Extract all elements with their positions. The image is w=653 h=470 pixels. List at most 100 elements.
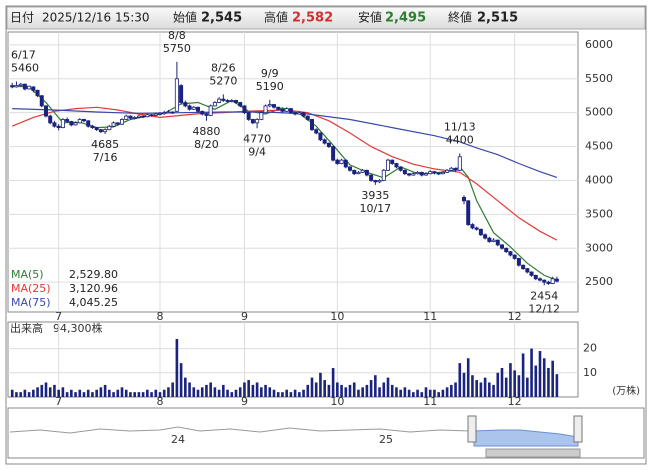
- candle-body: [267, 104, 272, 107]
- candle-body: [326, 142, 331, 147]
- volume-bar: [48, 387, 52, 397]
- annotation-value: 3935: [361, 189, 389, 202]
- volume-bar: [433, 389, 436, 397]
- open-label: 始値: [173, 10, 197, 25]
- y-tick-label: 4500: [585, 140, 613, 153]
- candle-body: [111, 122, 116, 127]
- x-tick-label: 11: [423, 395, 437, 408]
- candle-body: [56, 125, 61, 128]
- candle-body: [449, 167, 454, 171]
- candle-body: [508, 251, 513, 256]
- volume-bar: [500, 367, 504, 397]
- candle-body: [533, 274, 538, 280]
- y-tick-label: 3500: [585, 207, 613, 220]
- volume-bar: [488, 382, 491, 397]
- navigator-handle[interactable]: [573, 415, 583, 443]
- candle-body: [288, 108, 293, 114]
- annotation-value: 5270: [209, 74, 237, 87]
- candle-body: [31, 86, 36, 91]
- candle-body: [166, 111, 171, 114]
- volume-bar: [386, 377, 390, 397]
- candle-body: [461, 197, 466, 202]
- candle-body: [103, 129, 108, 133]
- volume-bar: [504, 377, 508, 397]
- candle-body: [162, 112, 167, 115]
- candle-body: [195, 106, 200, 112]
- volume-bar: [547, 367, 550, 397]
- candle-body: [487, 237, 492, 242]
- volume-bar: [32, 389, 35, 397]
- y-tick-label: 3000: [585, 241, 613, 254]
- candle-body: [419, 171, 424, 176]
- annotation-value: 5460: [11, 61, 39, 74]
- candle-body: [436, 172, 441, 175]
- datetime: 2025/12/16 15:30: [42, 11, 150, 25]
- candle-body: [453, 167, 458, 171]
- annotation-value: 4400: [446, 133, 474, 146]
- candle-body: [115, 122, 120, 125]
- x-tick-label: 9: [241, 310, 248, 323]
- volume-bar: [521, 353, 525, 397]
- y-tick-label: 2500: [585, 275, 613, 288]
- volume-bar: [179, 363, 183, 397]
- volume-bar: [361, 387, 364, 397]
- annotation-date: 8/20: [194, 138, 219, 151]
- navigator-window: [473, 429, 579, 447]
- volume-bar: [276, 392, 280, 397]
- date-label: 日付: [10, 11, 34, 25]
- candle-body: [478, 228, 483, 236]
- candle-body: [212, 102, 217, 107]
- volume-last: 94,300株: [53, 321, 103, 335]
- volume-bar: [462, 372, 466, 397]
- navigator-handle[interactable]: [467, 415, 477, 443]
- volume-bar: [424, 387, 428, 397]
- volume-bar: [15, 392, 18, 397]
- volume-bar: [53, 384, 56, 397]
- volume-bar: [327, 384, 331, 397]
- legend-value: 3,120.96: [69, 282, 118, 295]
- volume-bar: [281, 392, 284, 397]
- volume-bar: [65, 392, 69, 397]
- volume-bar: [112, 392, 115, 397]
- volume-bar: [445, 387, 449, 397]
- x-tick-label: 11: [423, 310, 437, 323]
- volume-bar: [200, 387, 204, 397]
- volume-bar: [188, 382, 191, 397]
- candle-body: [145, 114, 150, 118]
- candle-body: [208, 105, 213, 116]
- candle-body: [179, 85, 184, 103]
- candle-body: [132, 117, 137, 119]
- annotation-date: 11/13: [444, 120, 476, 133]
- header-bar: [6, 6, 646, 30]
- volume-bar: [10, 389, 14, 397]
- volume-bar: [340, 384, 343, 397]
- navigator-line: [9, 426, 471, 434]
- candle-body: [39, 95, 44, 107]
- candle-body: [343, 159, 348, 168]
- candle-body: [339, 159, 344, 164]
- volume-bar: [133, 392, 136, 397]
- candle-body: [377, 180, 382, 183]
- candle-body: [483, 234, 488, 239]
- candle-body: [124, 115, 129, 120]
- navigator-scrollbar[interactable]: [485, 448, 581, 458]
- volume-bar: [458, 363, 462, 397]
- candle-body: [318, 132, 323, 141]
- close-label: 終値: [448, 10, 472, 25]
- candle-body: [398, 166, 403, 171]
- volume-bar: [365, 384, 369, 397]
- volume-bar: [496, 372, 500, 397]
- open-value: 2,545: [201, 11, 242, 26]
- annotation-value: 2454: [530, 289, 558, 302]
- volume-bar: [483, 377, 487, 397]
- volume-unit: (万株): [612, 384, 640, 397]
- volume-bar: [323, 380, 326, 397]
- volume-bar: [551, 360, 554, 397]
- legend-value: 4,045.25: [69, 296, 118, 309]
- price-panel: [7, 31, 579, 313]
- volume-bar: [141, 392, 145, 397]
- volume-bar: [479, 382, 483, 397]
- candle-body: [352, 169, 357, 175]
- candle-body: [554, 278, 559, 282]
- candle-body: [440, 171, 445, 175]
